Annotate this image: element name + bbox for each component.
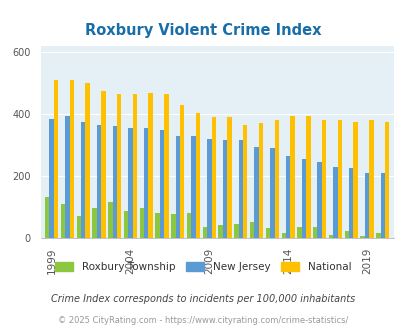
Bar [218, 225, 222, 238]
Bar [344, 231, 348, 238]
Bar [254, 147, 258, 238]
Bar [96, 125, 101, 238]
Bar [128, 128, 132, 238]
Bar [333, 167, 337, 238]
Bar [77, 216, 81, 238]
Bar [124, 211, 128, 238]
Bar [249, 222, 254, 238]
Bar [45, 197, 49, 238]
Bar [160, 130, 164, 238]
Bar [348, 168, 353, 238]
Bar [364, 173, 368, 238]
Bar [148, 92, 153, 238]
Bar [321, 120, 326, 238]
Bar [195, 113, 200, 238]
Bar [65, 115, 69, 238]
Bar [384, 122, 388, 238]
Bar [227, 117, 231, 238]
Bar [92, 208, 96, 238]
Bar [337, 120, 341, 238]
Text: © 2025 CityRating.com - https://www.cityrating.com/crime-statistics/: © 2025 CityRating.com - https://www.city… [58, 316, 347, 325]
Bar [379, 173, 384, 238]
Bar [175, 136, 179, 238]
Legend: Roxbury Township, New Jersey, National: Roxbury Township, New Jersey, National [50, 258, 355, 276]
Bar [139, 208, 144, 238]
Bar [312, 227, 317, 238]
Bar [61, 204, 65, 238]
Bar [81, 122, 85, 238]
Bar [155, 213, 160, 238]
Bar [353, 122, 357, 238]
Bar [191, 136, 195, 238]
Bar [164, 94, 168, 238]
Bar [54, 80, 58, 238]
Bar [179, 105, 184, 238]
Bar [360, 236, 364, 238]
Bar [211, 117, 215, 238]
Bar [186, 213, 191, 238]
Bar [171, 214, 175, 238]
Bar [368, 120, 373, 238]
Bar [238, 140, 243, 238]
Bar [274, 120, 278, 238]
Bar [305, 115, 310, 238]
Bar [258, 123, 262, 238]
Bar [270, 148, 274, 238]
Bar [202, 227, 207, 238]
Bar [69, 80, 74, 238]
Bar [117, 94, 121, 238]
Text: Roxbury Violent Crime Index: Roxbury Violent Crime Index [85, 23, 320, 38]
Bar [317, 162, 321, 238]
Bar [296, 227, 301, 238]
Bar [222, 140, 227, 238]
Bar [375, 233, 379, 238]
Bar [290, 115, 294, 238]
Bar [265, 228, 270, 238]
Bar [112, 126, 117, 238]
Bar [49, 119, 54, 238]
Bar [144, 128, 148, 238]
Bar [108, 202, 112, 238]
Bar [234, 224, 238, 238]
Bar [132, 94, 137, 238]
Bar [285, 156, 290, 238]
Bar [328, 235, 333, 238]
Bar [281, 233, 285, 238]
Bar [85, 83, 90, 238]
Text: Crime Index corresponds to incidents per 100,000 inhabitants: Crime Index corresponds to incidents per… [51, 294, 354, 304]
Bar [207, 139, 211, 238]
Bar [301, 159, 305, 238]
Bar [243, 125, 247, 238]
Bar [101, 91, 105, 238]
